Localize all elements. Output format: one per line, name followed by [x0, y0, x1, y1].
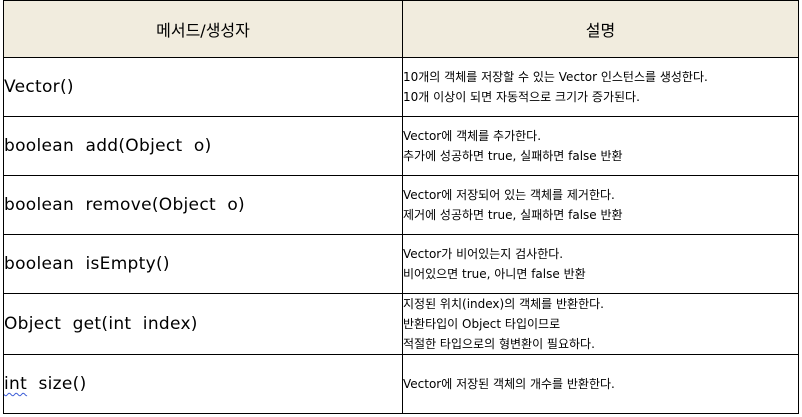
method-signature: boolean remove(Object o) — [4, 195, 245, 215]
description-cell: Vector에 저장된 객체의 개수를 반환한다. — [402, 354, 799, 414]
description-cell: 10개의 객체를 저장할 수 있는 Vector 인스턴스를 생성한다. 10개… — [402, 57, 799, 117]
description-cell: Vector에 객체를 추가한다. 추가에 성공하면 true, 실패하면 fa… — [402, 116, 799, 176]
method-cell: boolean remove(Object o) — [3, 175, 403, 235]
table-header-row: 메서드/생성자 설명 — [3, 0, 799, 58]
description-line: Vector에 저장되어 있는 객체를 제거한다. — [403, 188, 615, 202]
description-line: 비어있으면 true, 아니면 false 반환 — [403, 267, 586, 281]
description-line: Vector에 객체를 추가한다. — [403, 129, 542, 143]
description-cell: Vector가 비어있는지 검사한다. 비어있으면 true, 아니면 fals… — [402, 234, 799, 294]
method-signature: boolean isEmpty() — [4, 254, 170, 274]
description-line: 반환타입이 Object 타입이므로 — [403, 317, 561, 331]
method-cell: int size() — [3, 354, 403, 414]
description-line: 추가에 성공하면 true, 실패하면 false 반환 — [403, 149, 623, 163]
table-row: Object get(int index) 지정된 위치(index)의 객체를… — [3, 293, 799, 355]
table-row: boolean add(Object o) Vector에 객체를 추가한다. … — [3, 116, 799, 176]
description-line: 10개 이상이 되면 자동적으로 크기가 증가된다. — [403, 90, 640, 104]
table-row: int size() Vector에 저장된 객체의 개수를 반환한다. — [3, 354, 799, 414]
description-line: 10개의 객체를 저장할 수 있는 Vector 인스턴스를 생성한다. — [403, 70, 708, 84]
method-table: 메서드/생성자 설명 Vector() 10개의 객체를 저장할 수 있는 Ve… — [3, 0, 799, 414]
method-signature: Vector() — [4, 77, 74, 97]
description-line: 지정된 위치(index)의 객체를 반환한다. — [403, 297, 604, 311]
method-cell: Object get(int index) — [3, 293, 403, 355]
description-cell: 지정된 위치(index)의 객체를 반환한다. 반환타입이 Object 타입… — [402, 293, 799, 355]
method-signature: Object get(int index) — [4, 314, 198, 334]
description-cell: Vector에 저장되어 있는 객체를 제거한다. 제거에 성공하면 true,… — [402, 175, 799, 235]
method-signature: size() — [38, 374, 87, 394]
method-signature: boolean add(Object o) — [4, 136, 212, 156]
description-line: Vector에 저장된 객체의 개수를 반환한다. — [403, 377, 615, 391]
table-row: boolean isEmpty() Vector가 비어있는지 검사한다. 비어… — [3, 234, 799, 294]
method-cell: Vector() — [3, 57, 403, 117]
description-line: Vector가 비어있는지 검사한다. — [403, 247, 564, 261]
header-description: 설명 — [402, 0, 799, 58]
method-keyword: int — [4, 374, 28, 394]
description-line: 제거에 성공하면 true, 실패하면 false 반환 — [403, 208, 623, 222]
description-line: 적절한 타입으로의 형변환이 필요하다. — [403, 337, 595, 351]
method-cell: boolean isEmpty() — [3, 234, 403, 294]
header-method: 메서드/생성자 — [3, 0, 403, 58]
table-row: boolean remove(Object o) Vector에 저장되어 있는… — [3, 175, 799, 235]
method-cell: boolean add(Object o) — [3, 116, 403, 176]
table-row: Vector() 10개의 객체를 저장할 수 있는 Vector 인스턴스를 … — [3, 57, 799, 117]
